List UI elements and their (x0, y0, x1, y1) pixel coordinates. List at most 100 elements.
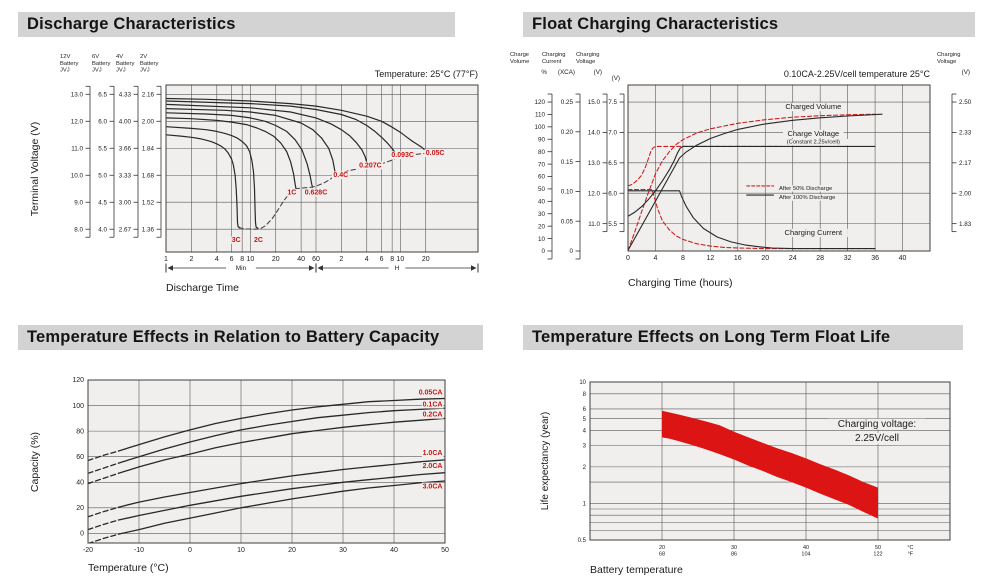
svg-text:6.0: 6.0 (98, 118, 107, 125)
svg-text:(Constant 2.25v/cell): (Constant 2.25v/cell) (787, 140, 840, 146)
svg-text:10.0: 10.0 (71, 172, 84, 179)
svg-text:50: 50 (441, 547, 449, 554)
svg-text:Charge Voltage: Charge Voltage (787, 129, 839, 138)
svg-text:5.0: 5.0 (98, 172, 107, 179)
svg-text:13.0: 13.0 (588, 160, 601, 167)
svg-text:H: H (395, 265, 400, 272)
svg-text:0.093C: 0.093C (391, 152, 414, 159)
plot-border (87, 379, 446, 544)
svg-text:1: 1 (583, 502, 587, 508)
temperature-effects-battery-capacity-svg: -20 -10 0 10 20 30 40 500204060801001200.05CA0.… (29, 377, 449, 574)
svg-text:(V): (V) (594, 69, 602, 76)
svg-text:16: 16 (734, 255, 742, 262)
series-charge-voltage-after-100pct (628, 145, 876, 217)
series-1.0CA-cold (88, 506, 120, 518)
svg-text:68: 68 (659, 552, 665, 558)
svg-text:30: 30 (538, 211, 546, 218)
svg-text:Temperature (°C): Temperature (°C) (88, 562, 169, 574)
svg-text:2.16: 2.16 (142, 91, 155, 98)
svg-text:After 100% Discharge: After 100% Discharge (779, 195, 835, 201)
svg-text:0: 0 (80, 531, 84, 538)
chart-labels: 0.10CA-2.25V/cell temperature 25°C Charge… (628, 69, 930, 289)
svg-text:4.0: 4.0 (98, 226, 107, 233)
axis-tick-labels: 0 4 8 12 16 20 24 28 32 36 40 (626, 255, 906, 262)
svg-text:2.00: 2.00 (142, 118, 155, 125)
svg-text:Charged Volume: Charged Volume (785, 102, 841, 111)
svg-text:40: 40 (803, 545, 809, 551)
svg-text:13.0: 13.0 (71, 91, 84, 98)
series-0.05CA-cold (88, 450, 120, 462)
series-0.207C (166, 103, 369, 169)
svg-text:40: 40 (899, 255, 907, 262)
svg-text:2C: 2C (254, 237, 263, 244)
svg-text:JVJ: JVJ (60, 68, 70, 74)
svg-text:50: 50 (538, 186, 546, 193)
svg-text:28: 28 (816, 255, 824, 262)
svg-text:1.0CA: 1.0CA (423, 450, 443, 457)
series-0.4C (166, 107, 336, 176)
chart-labels: 3C 2C 1C 0.628C 0.4C 0.207C 0.093C 0.05C Tempera… (29, 69, 478, 294)
series-charged-volume-after-50pct (628, 113, 876, 251)
svg-text:12: 12 (706, 255, 714, 262)
svg-text:6: 6 (230, 256, 234, 263)
series-1.0CA (117, 459, 445, 508)
svg-text:6: 6 (583, 407, 587, 413)
svg-text:0.25: 0.25 (561, 99, 574, 106)
svg-text:86: 86 (731, 552, 737, 558)
series-2C (166, 126, 259, 229)
svg-text:6.0: 6.0 (608, 190, 617, 197)
series-0.1CA (117, 407, 445, 464)
svg-text:122: 122 (873, 552, 882, 558)
svg-text:2.25V/cell: 2.25V/cell (855, 433, 899, 444)
svg-text:110: 110 (535, 112, 546, 119)
svg-text:Battery: Battery (140, 61, 158, 67)
section-title-text: Float Charging Characteristics (532, 15, 779, 33)
svg-text:4.33: 4.33 (119, 91, 132, 98)
series-0.628C (166, 112, 314, 188)
svg-text:Terminal Voltage (V): Terminal Voltage (V) (29, 122, 41, 217)
svg-text:0.10: 0.10 (561, 189, 574, 196)
plot-series (166, 97, 429, 230)
series-2.0CA (117, 472, 445, 521)
svg-text:12.0: 12.0 (71, 118, 84, 125)
svg-text:7.5: 7.5 (608, 99, 617, 106)
svg-text:6: 6 (380, 256, 384, 263)
svg-text:2.33: 2.33 (959, 130, 972, 137)
svg-text:Battery: Battery (92, 61, 110, 67)
temperature-capacity-chart: -20 -10 0 10 20 30 40 50 0 20 40 60 80 100 120 0.05CA 0.… (0, 312, 500, 582)
chart-labels: Charging voltage: 2.25V/cell Life expectan… (540, 412, 926, 576)
svg-text:3.00: 3.00 (119, 199, 132, 206)
svg-text:0.628C: 0.628C (305, 190, 328, 197)
svg-text:6.5: 6.5 (608, 160, 617, 167)
svg-text:4.5: 4.5 (98, 199, 107, 206)
svg-text:0: 0 (626, 255, 630, 262)
svg-text:30: 30 (731, 545, 737, 551)
svg-text:3.33: 3.33 (119, 172, 132, 179)
plot-border (165, 84, 479, 253)
series-0.1CA-cold (88, 462, 120, 474)
series-charging-current-after-100pct (628, 190, 876, 250)
svg-text:6V: 6V (92, 54, 99, 60)
plot-series (628, 113, 883, 251)
svg-text:8: 8 (681, 255, 685, 262)
svg-text:2V: 2V (140, 54, 147, 60)
svg-text:(V): (V) (612, 75, 620, 82)
svg-text:Min: Min (236, 265, 247, 272)
svg-text:°F: °F (908, 552, 914, 558)
svg-text:7.0: 7.0 (608, 130, 617, 137)
svg-text:20: 20 (538, 223, 546, 230)
svg-text:°C: °C (907, 545, 913, 551)
series-end-voltage-envelope (238, 152, 428, 230)
svg-text:30: 30 (339, 547, 347, 554)
svg-text:Charging: Charging (576, 52, 600, 58)
section-title-text: Temperature Effects on Long Term Float L… (532, 328, 891, 346)
plot-background (628, 85, 930, 251)
series-3C (166, 134, 241, 229)
series-charge-voltage-after-50pct (628, 145, 783, 187)
svg-text:Battery: Battery (116, 61, 134, 67)
svg-text:%: % (541, 69, 547, 76)
